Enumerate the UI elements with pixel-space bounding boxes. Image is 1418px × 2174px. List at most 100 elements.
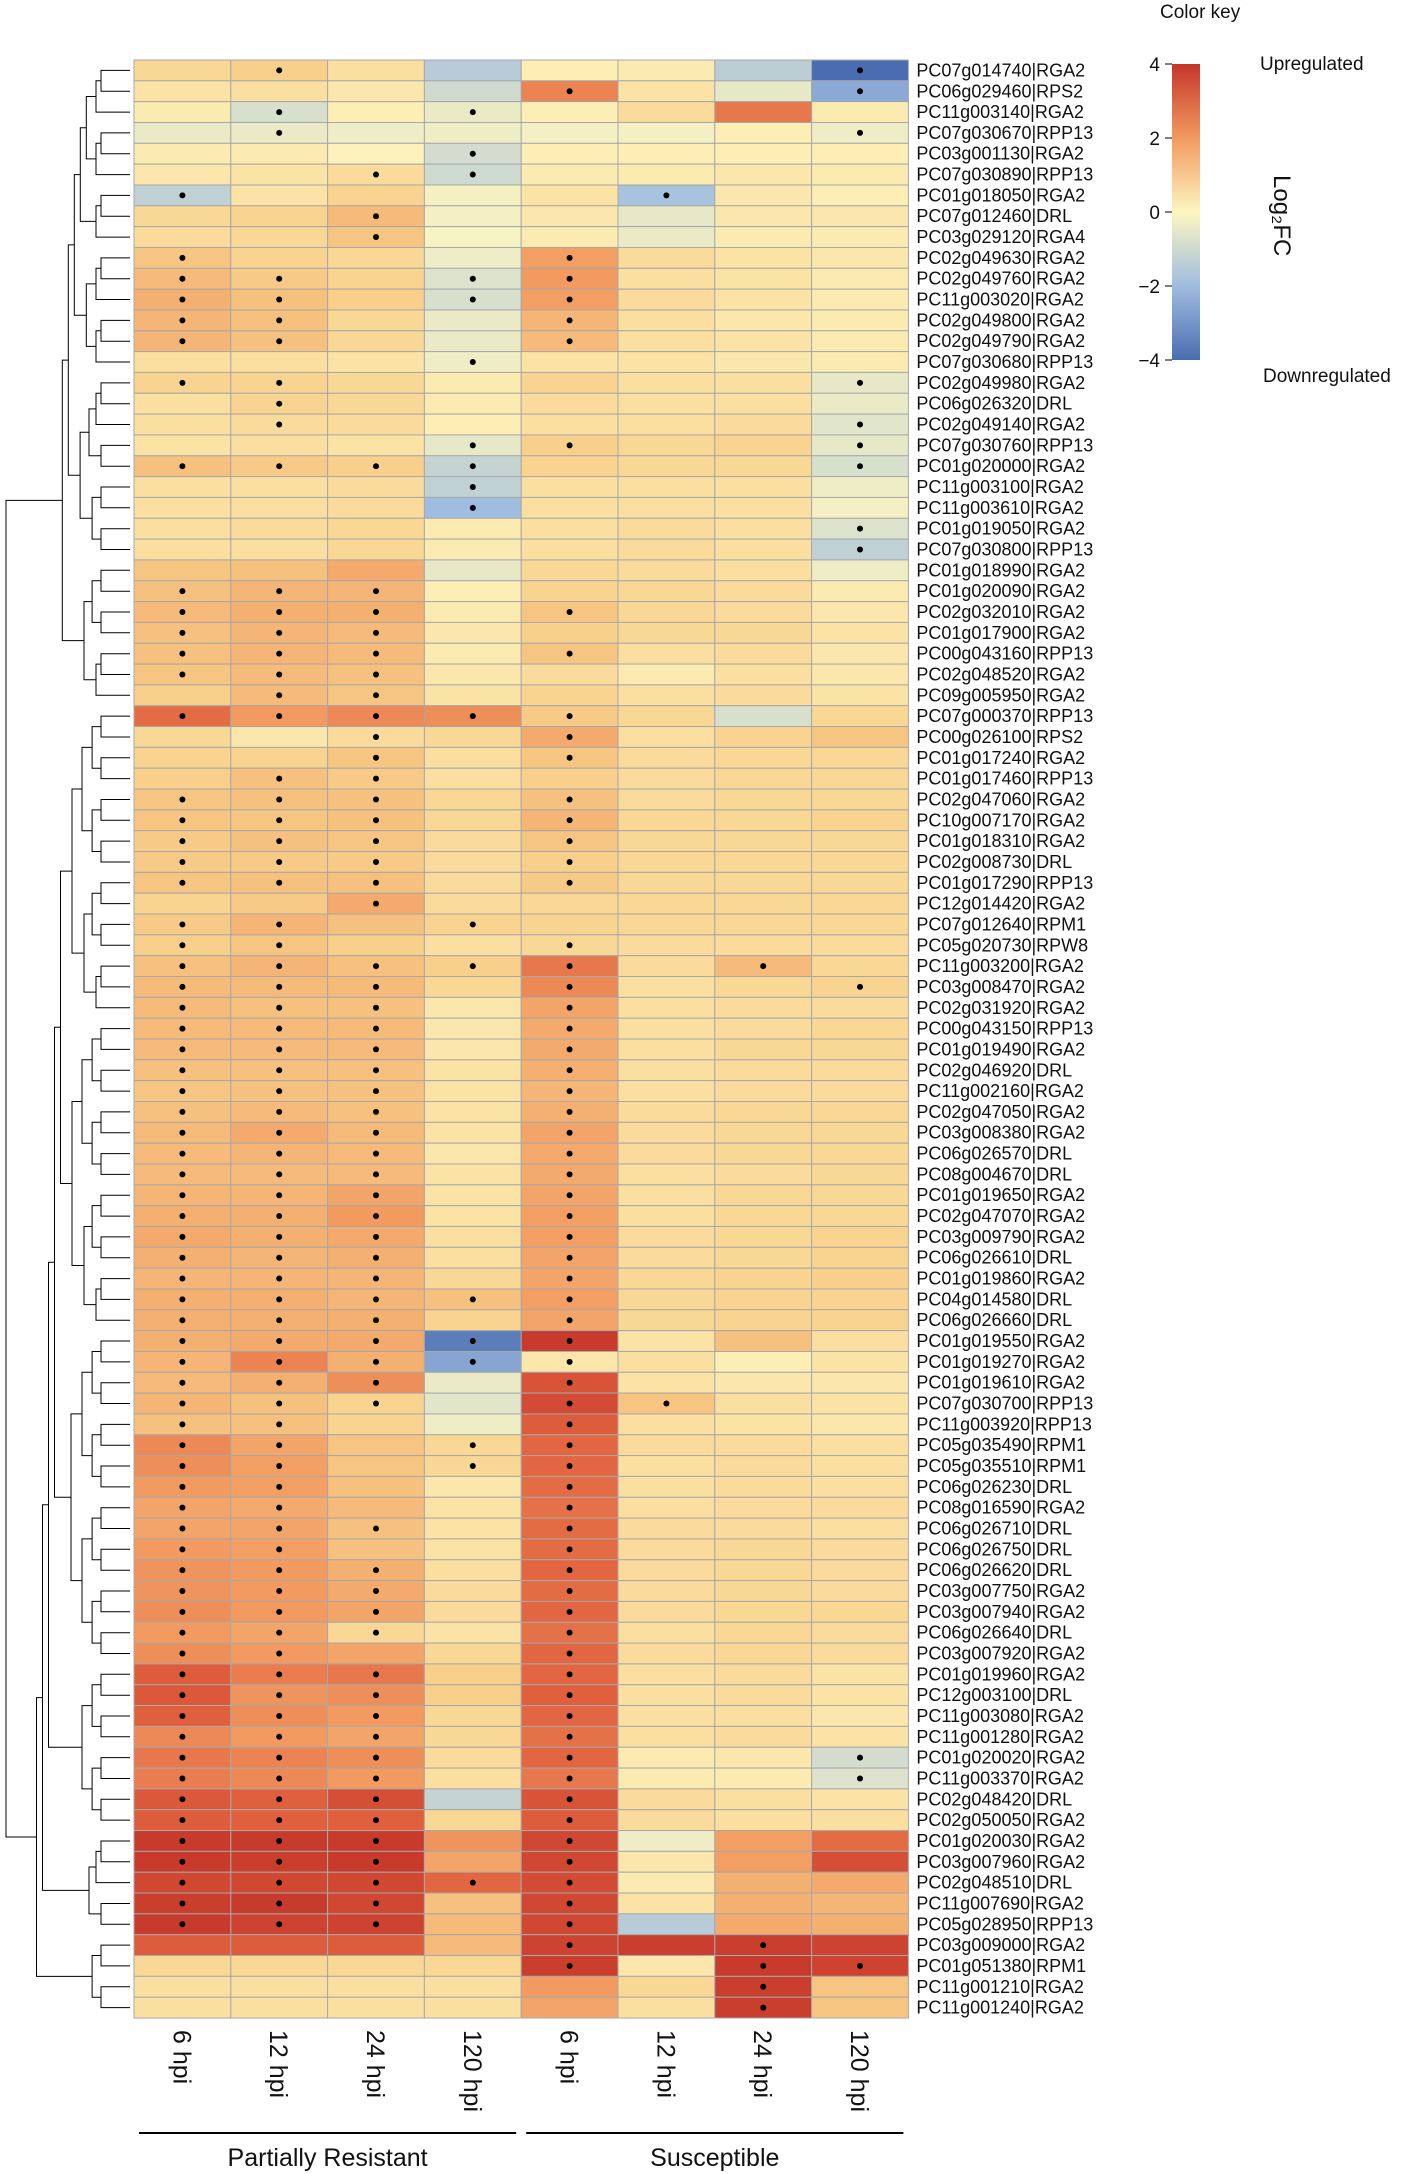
heatmap-cell [617,1996,716,2019]
significance-dot [857,129,863,136]
heatmap-cell [423,371,522,394]
significance-dot [179,1733,186,1740]
significance-dot [373,1858,379,1865]
heatmap-cell [423,226,522,248]
heatmap-cell [714,1892,813,1915]
heatmap-cell [811,1017,909,1040]
heatmap-cell [714,1267,813,1290]
heatmap-cell [714,642,813,665]
significance-dot [276,1317,283,1324]
significance-dot [276,1358,283,1365]
significance-dot [373,463,379,470]
row-label: PC11g001240|RGA2 [916,1998,1083,2018]
significance-dot [566,1837,573,1844]
significance-dot [373,1046,379,1053]
significance-dot [179,608,186,615]
heatmap-cell [617,601,716,623]
heatmap-cell [617,1725,716,1748]
row-label: PC05g028950|RPP13 [916,1914,1093,1934]
row-label: PC11g002160|RGA2 [916,1081,1083,1101]
significance-dot [373,796,379,803]
dendrogram-branch [100,1903,130,1925]
heatmap-cell [230,538,329,561]
heatmap-cell [714,1475,813,1498]
significance-dot [373,1338,379,1345]
color-key-tick-label: 2 [1149,129,1160,150]
significance-dot [373,1567,379,1574]
significance-dot [373,213,379,220]
significance-dot [373,1213,379,1220]
heatmap-cell [423,684,522,707]
significance-dot [276,588,283,595]
heatmap-cell [617,1517,716,1540]
dendrogram-branch [91,1038,101,1082]
heatmap-cell [133,476,232,498]
significance-dot [276,1879,283,1886]
significance-dot [566,1546,573,1553]
significance-dot [566,1317,573,1324]
significance-dot [373,1775,379,1782]
significance-dot [566,1525,573,1532]
heatmap-cell [811,1913,909,1936]
heatmap-cell [617,934,716,957]
heatmap-cell [423,830,522,853]
significance-dot [276,817,283,824]
heatmap-cell [617,392,716,415]
significance-dot [276,1629,283,1636]
significance-dot [276,1900,283,1907]
heatmap-cell [714,996,813,1019]
significance-dot [373,1254,379,1261]
dendrogram-branch [100,1548,130,1571]
significance-dot [276,1004,283,1011]
heatmap-cell [714,413,813,436]
significance-dot [373,608,379,615]
heatmap-cell [617,1225,716,1248]
heatmap-cell [327,1434,425,1457]
significance-dot [373,1025,379,1032]
significance-dot [857,88,863,95]
heatmap-cell [714,1538,813,1561]
heatmap-cell [811,1288,909,1311]
heatmap-cell [327,559,425,582]
heatmap-cell [714,851,813,873]
heatmap-cell [617,726,716,748]
row-label: PC07g012460|DRL [916,206,1072,226]
column-label: 120 hpi [845,2030,873,2112]
heatmap-cell [617,642,716,665]
row-label: PC06g026620|DRL [916,1560,1072,1580]
heatmap-cell [423,1788,522,1811]
significance-dot [373,1233,379,1240]
heatmap-cell [423,121,522,144]
row-label: PC07g030680|RPP13 [916,352,1093,372]
significance-dot [276,129,283,136]
row-label: PC01g017460|RPP13 [916,769,1093,789]
heatmap-cell [811,746,909,769]
significance-dot [179,1775,186,1782]
significance-dot [179,192,186,199]
significance-dot [566,1421,573,1428]
dendrogram-branch [91,1205,101,1248]
row-label: PC02g008730|DRL [916,852,1072,872]
heatmap-cell [617,413,716,436]
color-key-title: Color key [1160,2,1241,23]
significance-dot [276,650,283,657]
row-label: PC11g003610|RGA2 [916,498,1083,518]
heatmap-cell [617,1538,716,1561]
significance-dot [276,400,283,407]
significance-dot [469,1296,476,1303]
significance-dot [179,1317,186,1324]
significance-dot [469,442,476,449]
heatmap-cell [811,851,909,873]
significance-dot [179,1296,186,1303]
heatmap-cell [327,913,425,936]
significance-dot [276,296,283,303]
heatmap-cell [714,871,813,894]
heatmap-cell [811,871,909,894]
significance-dot [857,463,863,470]
heatmap-cell [327,288,425,311]
significance-dot [469,171,476,178]
heatmap-cell [423,330,522,353]
heatmap-cell [423,1725,522,1748]
heatmap-cell [617,1871,716,1894]
heatmap-cell [423,1705,522,1727]
